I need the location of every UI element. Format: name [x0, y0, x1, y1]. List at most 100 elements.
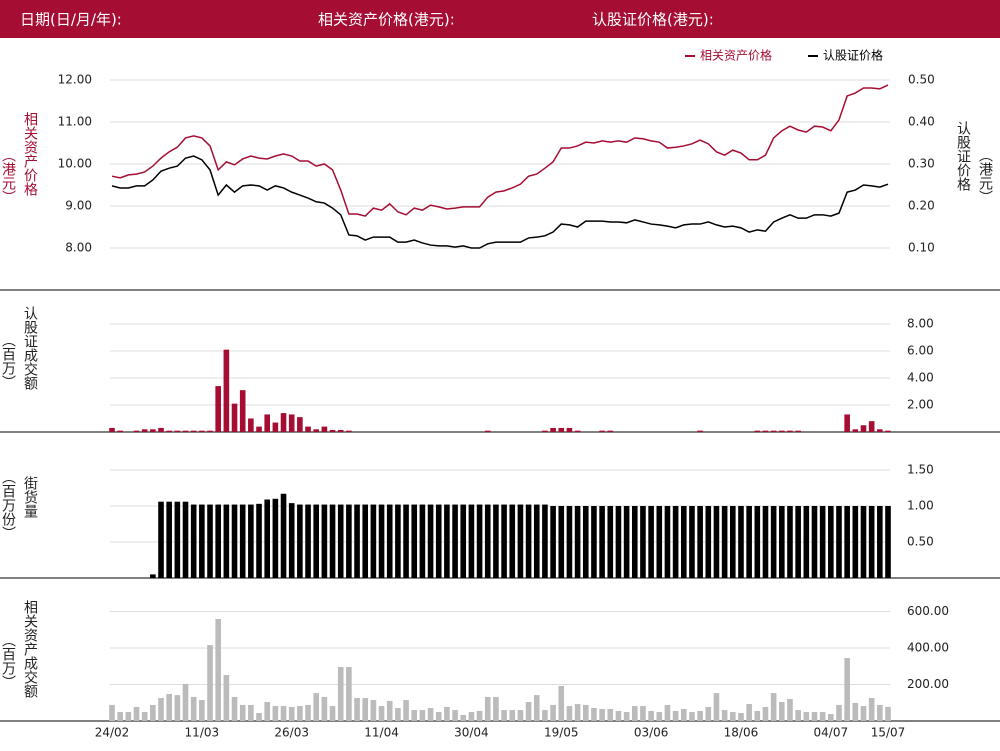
bar	[582, 704, 589, 721]
bar	[313, 504, 320, 578]
y2-axis-title: 认股证价格	[955, 121, 971, 191]
bar	[370, 504, 377, 578]
y-tick-label: 1.50	[907, 463, 934, 477]
bar	[607, 506, 614, 578]
bar	[190, 430, 197, 432]
bar	[860, 425, 867, 432]
bar	[231, 696, 238, 721]
bar	[672, 710, 679, 721]
bar	[770, 506, 777, 578]
bar	[705, 706, 712, 721]
bar	[109, 704, 115, 721]
bar	[672, 506, 679, 578]
bar	[411, 710, 418, 721]
bar	[346, 430, 352, 432]
bar	[264, 414, 270, 432]
bar	[885, 430, 891, 432]
x-tick-label: 11/03	[185, 726, 220, 740]
bar	[779, 430, 785, 432]
bar	[419, 504, 426, 578]
bar	[337, 504, 344, 578]
bar	[109, 427, 115, 432]
bar	[158, 427, 164, 432]
x-tick-label: 18/06	[724, 726, 759, 740]
y2-tick-label: 0.30	[908, 157, 935, 171]
bar	[836, 704, 842, 721]
bar	[117, 712, 123, 721]
bar	[754, 710, 761, 721]
legend-label: 相关资产价格	[700, 48, 772, 63]
bar	[395, 708, 401, 721]
bar	[484, 696, 491, 721]
bar	[272, 422, 279, 432]
y-tick-label: 8.00	[65, 241, 92, 255]
bar	[697, 710, 703, 721]
bar	[615, 506, 622, 578]
bar	[280, 706, 287, 721]
bar	[542, 710, 548, 721]
bar	[133, 430, 140, 432]
bar	[664, 506, 671, 578]
bar	[207, 430, 213, 432]
bar	[411, 504, 418, 578]
bar	[460, 504, 467, 578]
bar	[868, 421, 875, 432]
bar	[239, 504, 246, 578]
bar	[256, 503, 262, 578]
bar	[803, 712, 810, 721]
y-tick-label: 10.00	[58, 157, 92, 171]
bar	[852, 506, 859, 578]
bar	[141, 712, 148, 721]
bar	[550, 506, 556, 578]
bar	[697, 430, 703, 432]
bar	[484, 430, 491, 432]
bar	[386, 504, 393, 578]
line-series	[111, 84, 889, 217]
bar	[166, 430, 172, 432]
y-axis-title: 认股证成交额	[22, 306, 38, 390]
bar	[248, 704, 254, 721]
bar	[754, 506, 761, 578]
y-tick-label: 12.00	[58, 73, 92, 87]
bar	[272, 706, 279, 721]
bar	[721, 506, 728, 578]
bar	[378, 706, 385, 721]
bar	[615, 710, 622, 721]
bar	[199, 430, 205, 432]
bar	[656, 506, 663, 578]
bar	[591, 506, 597, 578]
bar	[207, 645, 213, 721]
bar	[329, 429, 336, 432]
y-tick-label: 9.00	[65, 199, 92, 213]
bar	[297, 417, 303, 432]
bar	[501, 504, 507, 578]
bar	[689, 506, 695, 578]
x-tick-label: 15/07	[871, 726, 906, 740]
bar	[288, 706, 295, 721]
bar	[631, 706, 638, 721]
bar	[256, 426, 262, 432]
bar	[648, 710, 654, 721]
bar	[680, 708, 687, 721]
bar	[762, 706, 769, 721]
bar	[795, 710, 801, 721]
bar	[525, 504, 532, 578]
bar	[150, 574, 156, 578]
x-tick-label: 24/02	[95, 726, 130, 740]
bar	[395, 504, 401, 578]
bar	[215, 504, 221, 578]
bar	[762, 506, 769, 578]
bar	[599, 430, 605, 432]
bar	[493, 696, 499, 721]
bar	[746, 506, 752, 578]
bar	[386, 700, 393, 721]
y2-tick-label: 0.50	[908, 73, 935, 87]
bar	[403, 700, 409, 721]
bar	[166, 693, 172, 721]
bar	[297, 706, 303, 721]
bar	[770, 693, 777, 721]
bar	[877, 429, 883, 432]
bar	[779, 506, 785, 578]
bar	[370, 700, 377, 721]
bar	[190, 504, 197, 578]
